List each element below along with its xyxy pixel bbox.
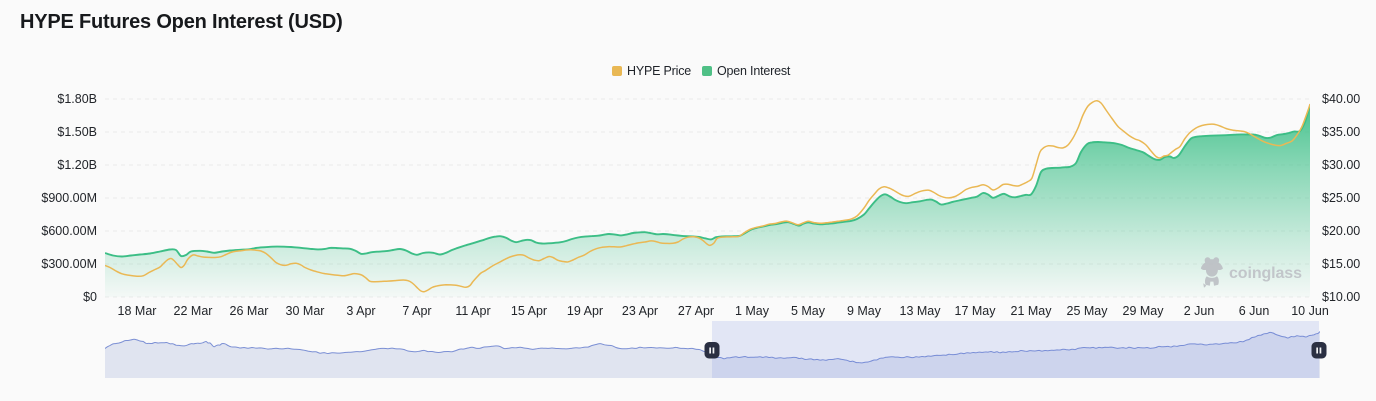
svg-text:coinglass: coinglass — [1229, 265, 1302, 282]
svg-text:9 May: 9 May — [847, 304, 882, 318]
svg-text:22 Mar: 22 Mar — [174, 304, 213, 318]
svg-text:$300.00M: $300.00M — [41, 257, 97, 271]
svg-text:2 Jun: 2 Jun — [1184, 304, 1215, 318]
svg-text:3 Apr: 3 Apr — [346, 304, 375, 318]
svg-text:5 May: 5 May — [791, 304, 826, 318]
svg-text:$30.00: $30.00 — [1322, 158, 1360, 172]
svg-text:29 May: 29 May — [1123, 304, 1165, 318]
svg-text:$1.80B: $1.80B — [57, 92, 97, 106]
svg-text:21 May: 21 May — [1011, 304, 1053, 318]
svg-text:1 May: 1 May — [735, 304, 770, 318]
svg-text:$10.00: $10.00 — [1322, 290, 1360, 304]
svg-text:17 May: 17 May — [955, 304, 997, 318]
svg-text:19 Apr: 19 Apr — [567, 304, 603, 318]
svg-text:13 May: 13 May — [900, 304, 942, 318]
svg-text:26 Mar: 26 Mar — [230, 304, 269, 318]
svg-text:6 Jun: 6 Jun — [1239, 304, 1270, 318]
svg-text:$600.00M: $600.00M — [41, 224, 97, 238]
svg-text:$1.20B: $1.20B — [57, 158, 97, 172]
svg-text:10 Jun: 10 Jun — [1291, 304, 1329, 318]
svg-text:$1.50B: $1.50B — [57, 125, 97, 139]
svg-text:30 Mar: 30 Mar — [286, 304, 325, 318]
svg-text:$0: $0 — [83, 290, 97, 304]
svg-text:23 Apr: 23 Apr — [622, 304, 658, 318]
svg-text:$900.00M: $900.00M — [41, 191, 97, 205]
svg-text:27 Apr: 27 Apr — [678, 304, 714, 318]
svg-text:$20.00: $20.00 — [1322, 224, 1360, 238]
svg-text:11 Apr: 11 Apr — [455, 304, 490, 318]
svg-text:25 May: 25 May — [1067, 304, 1109, 318]
svg-text:$40.00: $40.00 — [1322, 92, 1360, 106]
svg-text:$35.00: $35.00 — [1322, 125, 1360, 139]
svg-text:15 Apr: 15 Apr — [511, 304, 547, 318]
svg-text:$15.00: $15.00 — [1322, 257, 1360, 271]
svg-text:$25.00: $25.00 — [1322, 191, 1360, 205]
svg-text:18 Mar: 18 Mar — [118, 304, 157, 318]
svg-text:7 Apr: 7 Apr — [402, 304, 431, 318]
